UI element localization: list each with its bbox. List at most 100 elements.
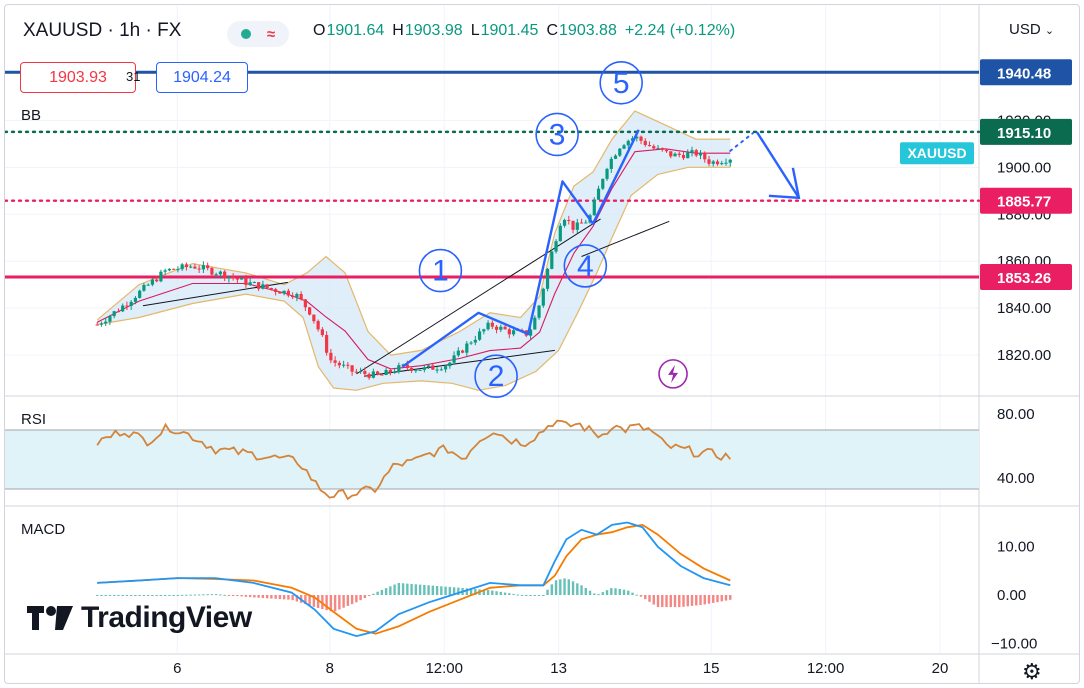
candle-body: [486, 322, 490, 330]
candle-body: [579, 222, 584, 224]
elliott-wave-line: [401, 129, 640, 368]
wave-circle: [535, 112, 579, 157]
level-price-tag-text: 1940.48: [997, 65, 1051, 82]
wave-label: 5: [613, 67, 630, 100]
macd-histogram-bar: [308, 595, 311, 606]
macd-histogram-bar: [724, 595, 728, 601]
candle-body: [639, 136, 643, 141]
candle-body: [452, 355, 456, 363]
macd-histogram-bar: [359, 595, 362, 601]
wave-label: 2: [488, 360, 505, 393]
macd-histogram-bar: [601, 592, 604, 595]
candle-body: [728, 159, 732, 163]
price-axis[interactable]: 1820.001840.001860.001880.001900.001920.…: [900, 59, 1072, 652]
candle-body: [150, 279, 155, 285]
macd-histogram-bar: [669, 595, 672, 608]
macd-histogram-bar: [414, 584, 418, 595]
elliott-wave[interactable]: 1 2 3 4 5: [401, 61, 801, 399]
open-value: 1901.64: [326, 22, 385, 39]
level-price-tag-text: 1885.77: [997, 194, 1051, 211]
candle-body: [104, 321, 108, 324]
sell-button[interactable]: 1903.93: [20, 62, 136, 93]
candle-body: [125, 305, 129, 307]
macd-histogram-bar: [219, 594, 222, 596]
price-axis-tick: 1900.00: [997, 159, 1051, 176]
symbol-title[interactable]: XAUUSD · 1h · FX: [23, 20, 182, 41]
candle-body: [669, 151, 673, 157]
market-status-pill[interactable]: ≈: [227, 21, 289, 47]
candle-body: [354, 371, 358, 373]
candle-body: [635, 136, 639, 139]
candle-body: [231, 276, 235, 279]
candle-body: [112, 311, 116, 317]
macd-indicator-label[interactable]: MACD: [21, 521, 66, 538]
macd-histogram-bar: [622, 589, 626, 595]
candle-body: [108, 316, 112, 322]
candle-body: [562, 219, 567, 226]
candle-body: [503, 326, 507, 330]
macd-histogram-bar: [686, 595, 689, 607]
price-axis-tick: 1820.00: [997, 347, 1051, 364]
candle-body: [652, 146, 656, 149]
macd-histogram-bar: [350, 595, 354, 605]
candle-body: [724, 162, 728, 164]
price-levels[interactable]: [5, 70, 981, 279]
tradingview-logo[interactable]: TradingView: [27, 601, 252, 635]
macd-histogram-bar: [444, 586, 447, 595]
projection-arrow-head: [768, 167, 801, 200]
candle-body: [554, 241, 558, 252]
rsi-indicator-label[interactable]: RSI: [21, 411, 47, 428]
currency-selector[interactable]: USD ⌄: [1009, 21, 1054, 38]
candle-body: [630, 138, 635, 141]
candle-body: [456, 350, 460, 356]
low-value: 1901.45: [480, 22, 539, 39]
candle-body: [312, 314, 316, 322]
macd-histogram-bar: [121, 595, 124, 596]
level-price-tag: [980, 187, 1072, 214]
candle-body: [558, 225, 562, 242]
buy-button[interactable]: 1904.24: [156, 62, 248, 93]
wave-circle: [474, 354, 518, 399]
candle-body: [465, 343, 469, 353]
macd-histogram-bar: [342, 595, 345, 608]
bb-indicator-label[interactable]: BB: [21, 107, 42, 124]
macd-histogram-bar: [678, 595, 681, 608]
candle-body: [223, 271, 227, 279]
macd-histogram-bar: [393, 584, 396, 595]
candle-body: [325, 335, 329, 353]
candle-body: [426, 365, 431, 368]
macd-histogram-bar: [376, 591, 379, 595]
candle-body: [439, 369, 443, 371]
candle-body: [613, 155, 618, 159]
wave-circle: [563, 244, 608, 288]
macd-histogram-bar: [253, 595, 256, 598]
trendline: [364, 349, 555, 377]
candle-body: [490, 322, 494, 327]
candle-body: [384, 370, 388, 376]
macd-histogram-bar: [410, 583, 413, 595]
candle-body: [248, 282, 252, 285]
macd-pane: [95, 521, 732, 638]
candle-body: [596, 188, 601, 200]
xauusd-price-tag-text: XAUUSD: [907, 145, 966, 161]
candle-body: [350, 365, 354, 372]
macd-histogram-bar: [554, 580, 558, 595]
candle-body: [371, 371, 375, 378]
macd-histogram-bar: [291, 595, 294, 601]
projection-dotted: [729, 132, 754, 152]
candle-body: [99, 323, 104, 325]
candle-body: [299, 293, 303, 300]
macd-histogram-bar: [656, 595, 660, 608]
gear-icon[interactable]: ⚙: [1022, 659, 1042, 684]
candle-body: [257, 282, 261, 289]
macd-histogram-bar: [355, 595, 358, 603]
candle-body: [274, 289, 278, 293]
macd-histogram-bar: [431, 585, 435, 595]
price-series: [95, 135, 732, 380]
macd-histogram-bar: [197, 594, 201, 596]
macd-histogram-bar: [240, 595, 243, 597]
time-axis[interactable]: 6 8 12:00 13 15 12:00 20: [173, 660, 948, 677]
open-key: O: [313, 22, 326, 39]
macd-histogram-bar: [163, 595, 167, 596]
